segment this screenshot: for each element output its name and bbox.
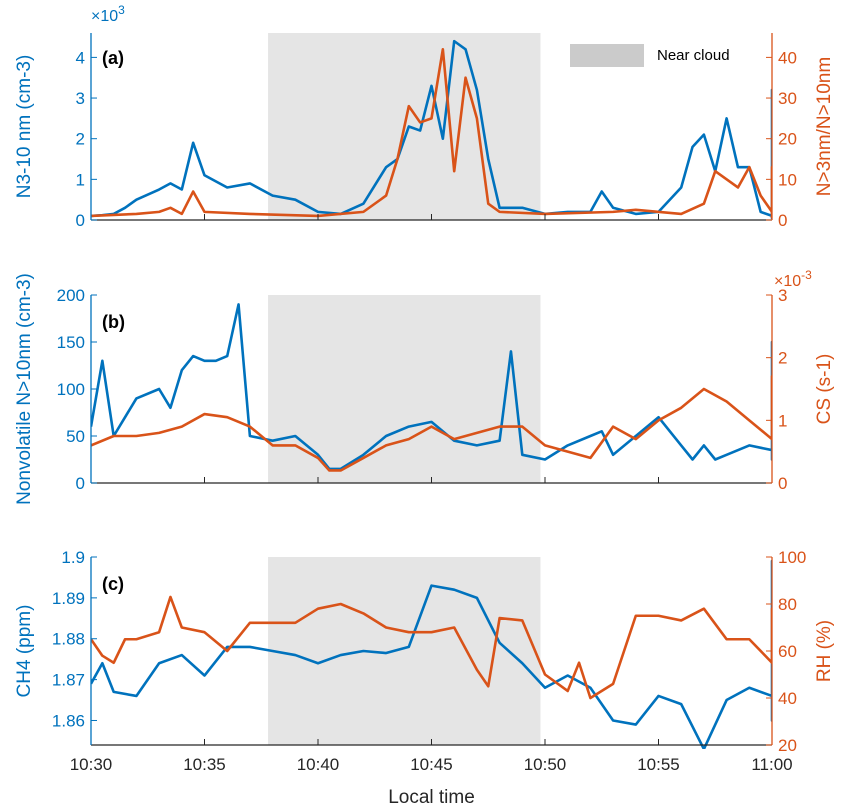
left-y-label: Nonvolatile N>10nm (cm-3) <box>14 273 35 505</box>
right-y-tick-label: 3 <box>778 286 787 305</box>
right-y-multiplier: ×10-3 <box>774 268 812 290</box>
x-tick-label: 10:35 <box>183 755 226 774</box>
right-y-tick-label: 0 <box>778 211 787 230</box>
left-y-tick-label: 1 <box>76 170 85 189</box>
near-cloud-shade <box>268 557 541 745</box>
panel-b: 0 50 100 150 200 0 1 2 3 (b) ×10-3 Nonvolatile N>10… <box>14 268 835 505</box>
x-tick-label: 10:50 <box>524 755 567 774</box>
panel-label: (b) <box>102 312 125 332</box>
left-y-tick-label: 1.86 <box>52 711 85 730</box>
left-y-tick-label: 2 <box>76 130 85 149</box>
x-tick-label: 10:55 <box>637 755 680 774</box>
x-tick-label: 10:40 <box>297 755 340 774</box>
right-y-label: RH (%) <box>814 620 835 682</box>
x-tick-label: 10:30 <box>70 755 113 774</box>
left-y-tick-label: 4 <box>76 48 85 67</box>
left-y-multiplier: ×103 <box>91 3 125 25</box>
legend: Near cloud <box>570 44 730 67</box>
x-axis-label: Local time <box>388 787 475 808</box>
right-y-label: CS (s-1) <box>814 354 835 425</box>
legend-label: Near cloud <box>657 47 730 64</box>
left-y-tick-label: 0 <box>76 211 85 230</box>
right-y-tick-label: 60 <box>778 642 797 661</box>
panel-label: (c) <box>102 574 124 594</box>
left-y-tick-label: 1.87 <box>52 671 85 690</box>
right-y-tick-label: 10 <box>778 170 797 189</box>
series-cs <box>91 375 772 472</box>
right-y-tick-label: 40 <box>778 48 797 67</box>
left-y-tick-label: 50 <box>66 427 85 446</box>
left-y-tick-label: 200 <box>57 286 85 305</box>
left-y-tick-label: 1.88 <box>52 630 85 649</box>
right-y-tick-label: 1 <box>778 411 787 430</box>
x-tick-label: 11:00 <box>751 755 792 774</box>
right-y-tick-label: 2 <box>778 349 787 368</box>
series-rh <box>91 595 772 700</box>
right-y-tick-label: 80 <box>778 595 797 614</box>
panel-c: 1.86 1.87 1.88 1.89 1.9 20 40 60 80 100 (c) CH4 (pp… <box>14 548 835 808</box>
panel-label: (a) <box>102 48 124 68</box>
left-y-tick-label: 1.9 <box>61 548 85 567</box>
right-y-tick-label: 0 <box>778 474 787 493</box>
series-n3-10nm <box>91 39 772 220</box>
left-y-tick-label: 1.89 <box>52 589 85 608</box>
legend-swatch <box>570 44 644 67</box>
series-n-3nm-n-10nm <box>91 47 772 218</box>
left-y-tick-label: 100 <box>57 380 85 399</box>
left-y-tick-label: 0 <box>76 474 85 493</box>
series-nonvolatile-n-10nm <box>91 303 772 471</box>
near-cloud-shade <box>268 295 541 483</box>
left-y-label: N3-10 nm (cm-3) <box>14 55 35 199</box>
right-y-tick-label: 40 <box>778 689 797 708</box>
right-y-tick-label: 100 <box>778 548 806 567</box>
x-tick-label: 10:45 <box>410 755 453 774</box>
right-y-tick-label: 20 <box>778 130 797 149</box>
left-y-tick-label: 150 <box>57 333 85 352</box>
left-y-label: CH4 (ppm) <box>14 605 35 698</box>
right-y-tick-label: 30 <box>778 89 797 108</box>
left-y-tick-label: 3 <box>76 89 85 108</box>
right-y-tick-label: 20 <box>778 736 797 755</box>
right-y-label: N>3nm/N>10nm <box>814 57 835 196</box>
